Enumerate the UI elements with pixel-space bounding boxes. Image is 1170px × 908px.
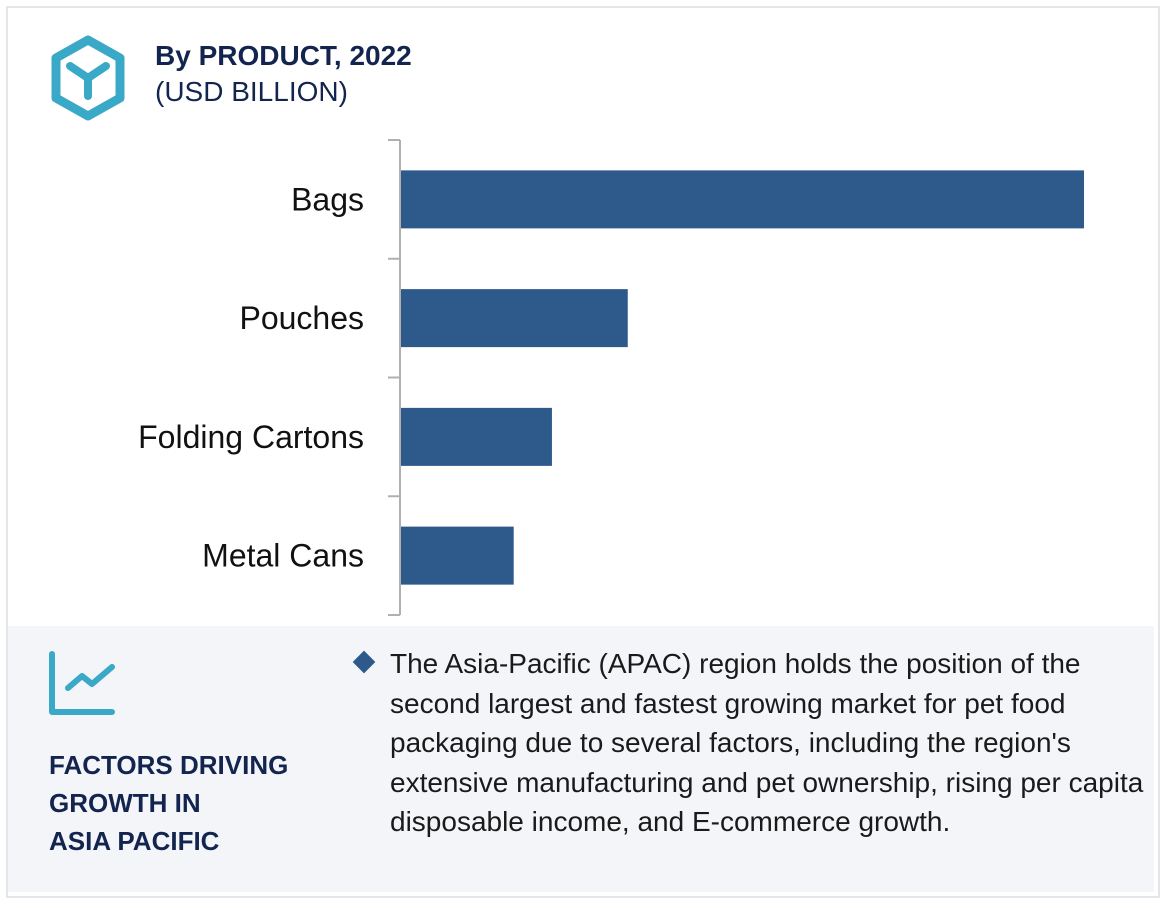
bar-bags — [401, 170, 1084, 229]
trend-chart-icon — [49, 651, 115, 715]
category-label: Metal Cans — [202, 538, 364, 574]
category-label: Folding Cartons — [138, 419, 364, 455]
chart-title: By PRODUCT, 2022 — [155, 40, 412, 71]
factors-heading-line: FACTORS DRIVING — [49, 750, 289, 780]
factors-panel — [8, 626, 1154, 892]
factors-text: The Asia-Pacific (APAC) region holds the… — [390, 648, 1144, 837]
bar-pouches — [401, 289, 628, 348]
category-label: Pouches — [239, 300, 364, 336]
bar-metal-cans — [401, 526, 514, 585]
bar-folding-cartons — [401, 407, 552, 466]
factors-heading-line: ASIA PACIFIC — [49, 826, 220, 856]
bar-chart: Bags Pouches Folding Cartons Metal Cans — [138, 139, 1084, 616]
factors-heading: FACTORS DRIVING GROWTH IN ASIA PACIFIC — [49, 746, 349, 860]
category-label: Bags — [291, 181, 364, 217]
chart-subtitle: (USD BILLION) — [155, 76, 348, 107]
factors-heading-line: GROWTH IN — [49, 788, 201, 818]
cube-icon — [51, 35, 125, 121]
